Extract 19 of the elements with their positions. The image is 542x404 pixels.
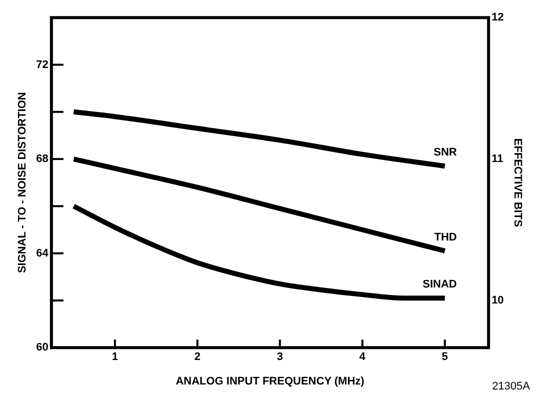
x-tick-label: 4 (359, 351, 366, 364)
y-tick-label: 60 (36, 342, 48, 354)
x-tick-label: 2 (194, 351, 200, 364)
y-tick-label: 72 (36, 58, 48, 71)
series-label: SINAD (422, 278, 457, 291)
x-tick-label: 5 (442, 351, 448, 364)
series-label: THD (434, 231, 457, 244)
y-axis-title: SIGNAL - TO - NOISE DISTORTION (16, 92, 29, 274)
text: 21305A (492, 380, 531, 393)
y2-tick-label: 10 (492, 294, 504, 307)
y-tick-label: 64 (36, 247, 50, 260)
x-tick-label: 1 (112, 351, 118, 364)
y2-tick-label: 11 (492, 153, 504, 166)
y2-axis-title: EFFECTIVE BITS (511, 138, 524, 227)
series-label: SNR (434, 146, 457, 159)
y-tick-label: 68 (36, 153, 48, 166)
y2-tick-label: 12 (492, 12, 504, 24)
x-tick-label: 3 (276, 351, 283, 364)
x-axis-title: ANALOG INPUT FREQUENCY (MHz) (176, 375, 365, 388)
